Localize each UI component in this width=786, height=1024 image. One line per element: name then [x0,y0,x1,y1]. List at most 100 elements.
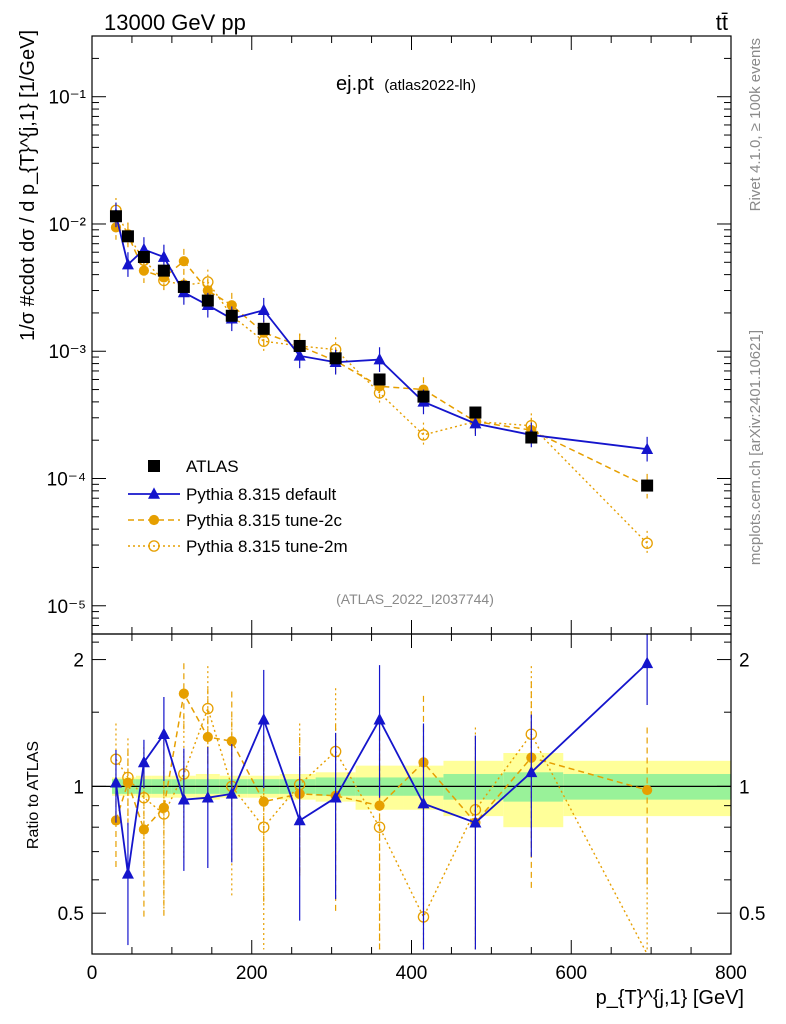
marker-triangle [373,352,386,365]
marker-open-circle [373,821,386,833]
series-0 [109,210,654,492]
marker-square [641,479,654,492]
y-tick-label: 10⁻³ [49,342,87,363]
x-tick-label: 0 [87,963,98,984]
legend-label: ATLAS [186,457,239,476]
series-line [115,214,648,451]
marker-square [417,390,430,403]
x-tick-label: 400 [396,963,428,984]
marker-circle [158,802,169,813]
marker-triangle [109,776,122,788]
marker-circle [202,285,213,296]
marker-square [137,251,150,264]
marker-square [157,264,170,277]
marker-triangle [257,713,270,725]
ratio-tick-label-left: 1 [73,777,84,798]
y-tick-label: 10⁻¹ [49,88,87,109]
marker-triangle [257,303,270,316]
marker-triangle [469,417,482,429]
x-axis-label: p_{T}^{j,1} [GeV] [596,987,744,1009]
y-tick-label: 10⁻⁴ [47,470,86,491]
marker-circle [258,796,269,807]
side-label-top: Rivet 4.1.0, ≥ 100k events [747,38,764,211]
chart-title-suffix: (atlas2022-lh) [384,77,476,94]
marker-triangle [417,797,430,809]
legend-label: Pythia 8.315 tune-2c [186,511,342,530]
series-line [115,210,648,544]
series-line [115,226,648,487]
marker-circle [138,265,150,276]
legend-label: Pythia 8.315 tune-2m [186,537,348,556]
marker-triangle [373,713,386,725]
marker-triangle [469,816,482,828]
marker-open-circle [417,429,430,441]
marker-triangle [641,656,654,669]
marker-triangle [177,793,190,805]
marker-square [148,460,160,472]
marker-circle [138,824,150,835]
chart-title-group: ej.pt (atlas2022-lh) [336,73,476,95]
marker-triangle [148,487,160,499]
marker-open-circle [148,540,160,552]
marker-triangle [201,791,214,803]
marker-circle [122,777,134,788]
marker-circle [148,514,160,526]
chart-title: ej.pt [336,73,374,95]
marker-square [469,406,482,419]
legend-entry-3: Pythia 8.315 tune-2m [128,537,348,556]
header-left: 13000 GeV pp [104,10,246,35]
marker-triangle [157,250,170,262]
x-tick-label: 600 [555,963,587,984]
marker-circle [202,731,213,743]
marker-triangle [293,349,306,361]
marker-square [109,210,122,223]
y-tick-label: 10⁻² [49,215,87,236]
ratio-tick-label-left: 2 [73,651,84,672]
marker-triangle [641,442,654,454]
analysis-id: (ATLAS_2022_I2037744) [336,591,494,607]
marker-triangle [329,791,342,803]
marker-triangle [137,755,150,768]
marker-triangle [525,765,538,778]
marker-circle [374,800,385,811]
header-right: tt̄ [716,10,728,35]
marker-triangle [157,727,170,740]
x-tick-label: 800 [715,963,747,984]
marker-open-circle [641,537,653,549]
marker-triangle [293,813,306,826]
marker-triangle [121,257,134,270]
marker-circle [178,688,189,699]
series-1 [109,202,654,462]
side-label-bottom: mcplots.cern.ch [arXiv:2401.10621] [747,330,764,565]
marker-triangle [225,787,238,799]
marker-square [373,373,386,386]
marker-square [177,280,190,293]
marker-square [121,230,134,243]
marker-square [525,431,538,444]
ratio-tick-label-right: 0.5 [739,904,765,925]
marker-open-circle [257,821,270,833]
marker-square [329,352,342,365]
legend-label: Pythia 8.315 default [186,485,337,504]
marker-circle [226,300,237,311]
marker-square [257,322,270,335]
y-axis-label: 1/σ #cdot dσ / d p_{T}^{j,1} [1/GeV] [17,30,39,341]
marker-square [225,309,238,322]
marker-circle [178,256,189,267]
marker-square [201,294,214,307]
legend-entry-0: ATLAS [148,457,239,476]
marker-triangle [121,867,134,879]
legend-entry-2: Pythia 8.315 tune-2c [128,511,342,530]
ratio-series-1 [109,634,654,950]
legend-entry-1: Pythia 8.315 default [128,485,337,504]
ratio-y-axis-label: Ratio to ATLAS [25,741,42,849]
x-tick-label: 200 [236,963,268,984]
y-tick-label: 10⁻⁵ [47,597,86,618]
marker-square [293,339,306,352]
marker-circle [642,784,653,796]
ratio-tick-label-right: 2 [739,651,750,672]
ratio-tick-label-left: 0.5 [58,904,84,925]
marker-circle [226,736,237,747]
ratio-tick-label-right: 1 [739,777,750,798]
